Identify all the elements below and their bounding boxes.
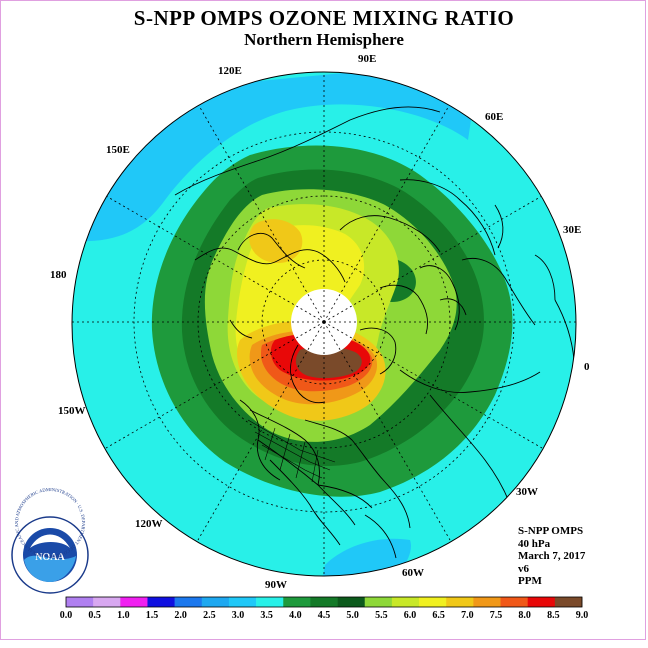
longitude-labels: 90E 60E 30E 0 30W 60W 90W 120W 150W 180 … <box>50 53 590 591</box>
colorbar-tick-label: 0.0 <box>60 610 73 621</box>
colorbar-tick-label: 9.0 <box>576 610 589 621</box>
colorbar-swatch <box>201 597 230 607</box>
band-6-5 <box>249 219 303 264</box>
colorbar-tick-label: 6.5 <box>432 610 445 621</box>
colorbar-tick-label: 2.5 <box>203 610 216 621</box>
noaa-logo-text: NOAA <box>35 552 65 563</box>
colorbar-tick-label: 1.5 <box>146 610 159 621</box>
info-instrument: S-NPP OMPS <box>518 525 584 537</box>
colorbar-swatch <box>500 597 528 607</box>
colorbar-tick-label: 4.0 <box>289 610 302 621</box>
colorbar-swatch <box>554 597 583 607</box>
colorbar-swatch <box>147 597 175 607</box>
label-0: 0 <box>584 361 590 373</box>
colorbar-tick-label: 5.0 <box>346 610 359 621</box>
ozone-field <box>72 72 576 576</box>
colorbar-tick-label: 1.0 <box>117 610 130 621</box>
colorbar-tick-label: 2.0 <box>174 610 187 621</box>
info-version: v6 <box>518 562 529 575</box>
colorbar-swatch <box>419 597 447 607</box>
label-90e: 90E <box>358 53 376 65</box>
us-state-borders <box>247 419 336 483</box>
colorbar-swatch <box>473 597 501 607</box>
colorbar-tick-label: 0.5 <box>88 610 101 621</box>
label-120e: 120E <box>218 65 242 77</box>
label-150w: 150W <box>58 405 86 417</box>
colorbar-swatch <box>93 597 121 607</box>
product-info: S-NPP OMPS 40 hPa March 7, 2017 v6 PPM <box>518 525 585 588</box>
band-3-0-bottom <box>320 538 411 576</box>
colorbar-tick-label: 7.5 <box>490 610 503 621</box>
map-border <box>71 71 577 577</box>
colorbar-swatch <box>283 597 311 607</box>
colorbar-swatch <box>66 597 94 607</box>
colorbar-tick-label: 3.0 <box>232 610 245 621</box>
colorbar-swatch <box>120 597 148 607</box>
label-60e: 60E <box>485 111 503 123</box>
colorbar-swatch <box>256 597 284 607</box>
colorbar: 0.0 0.5 1.0 1.5 2.0 2.5 3.0 3.5 4.0 4.5 5.0 5.5 6.0 6… <box>60 596 589 621</box>
colorbar-tick-label: 7.0 <box>461 610 474 621</box>
colorbar-swatch <box>446 597 474 607</box>
label-120w: 120W <box>135 518 163 530</box>
info-date: March 7, 2017 <box>518 550 586 562</box>
colorbar-swatch <box>337 597 366 607</box>
colorbar-tick-label: 5.5 <box>375 610 388 621</box>
colorbar-tick-label: 4.5 <box>318 610 331 621</box>
label-60w: 60W <box>402 567 424 579</box>
colorbar-tick-label: 8.5 <box>547 610 560 621</box>
colorbar-border <box>65 596 583 608</box>
coastlines <box>174 106 575 559</box>
map-title: S-NPP OMPS OZONE MIXING RATIO <box>133 6 515 30</box>
colorbar-swatch <box>364 597 393 607</box>
label-150e: 150E <box>106 144 130 156</box>
colorbar-tick-label: 3.5 <box>260 610 273 621</box>
colorbar-swatch <box>527 597 556 607</box>
svg-text:NATIONAL OCEANIC AND ATMOSPHER: NATIONAL OCEANIC AND ATMOSPHERIC ADMINIS… <box>0 0 86 559</box>
map-subtitle: Northern Hemisphere <box>244 30 404 49</box>
band-8-5 <box>295 346 362 379</box>
info-level: 40 hPa <box>518 537 551 550</box>
colorbar-swatch <box>391 597 420 607</box>
label-180: 180 <box>50 269 67 281</box>
colorbar-swatch <box>228 597 257 607</box>
label-30w: 30W <box>516 486 538 498</box>
colorbar-swatch <box>174 597 203 607</box>
label-30e: 30E <box>563 224 581 236</box>
colorbar-tick-label: 6.0 <box>404 610 417 621</box>
info-units: PPM <box>518 575 542 587</box>
colorbar-swatch <box>310 597 338 607</box>
label-90w: 90W <box>265 579 287 591</box>
colorbar-tick-label: 8.0 <box>518 610 531 621</box>
graticule <box>72 72 576 574</box>
